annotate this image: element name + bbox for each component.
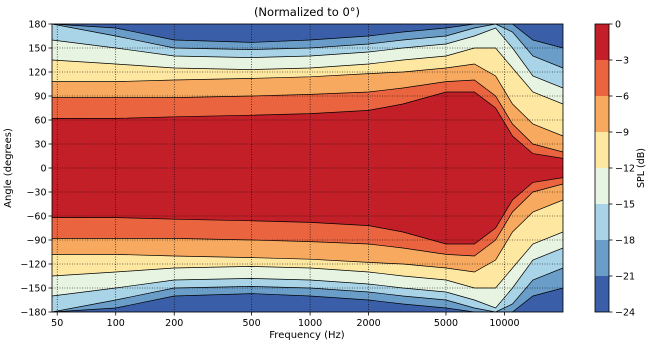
x-tick-label: 1000 [298, 318, 322, 329]
colorbar-swatch [595, 96, 609, 132]
y-tick-label: −60 [26, 211, 46, 222]
x-tick-label: 500 [243, 318, 261, 329]
contour-line--18-db [52, 267, 563, 312]
colorbar-swatch [595, 60, 609, 96]
y-tick-label: −180 [20, 307, 46, 318]
y-tick-label: −150 [20, 283, 46, 294]
colorbar-tick-label: 0 [615, 19, 621, 30]
y-tick-label: 90 [34, 91, 46, 102]
y-tick-label: 30 [34, 139, 46, 150]
contour-line--21-db [52, 287, 563, 312]
colorbar-tick-label: −12 [615, 163, 635, 174]
colorbar-swatch [595, 24, 609, 60]
colorbar-tick-label: −3 [615, 55, 629, 66]
contour-line--12-db [52, 231, 563, 289]
y-axis-ticks: −180 −150 −120 −90 −60 −30 0 30 60 90 120 150 180 [20, 19, 52, 318]
x-axis-ticks: 50 100 200 500 1000 2000 5000 10000 [51, 312, 520, 329]
colorbar-tick-label: −18 [615, 235, 635, 246]
colorbar-swatch [595, 204, 609, 240]
y-axis-label: Angle (degrees) [3, 128, 14, 208]
colorbar-swatch [595, 132, 609, 168]
colorbar-tick-label: −15 [615, 199, 635, 210]
y-tick-label: 150 [28, 43, 46, 54]
contour-line--12-db [52, 47, 563, 105]
y-tick-label: 120 [28, 67, 46, 78]
contour-line--6-db [52, 79, 563, 153]
colorbar-swatch [595, 168, 609, 204]
contour-line--6-db [52, 183, 563, 257]
y-tick-label: 0 [40, 163, 46, 174]
colorbar-tick-label: −9 [615, 127, 629, 138]
colorbar-tick-label: −21 [615, 271, 635, 282]
colorbar: −24 −21 −18 −15 −12 −9 −6 −3 0 [594, 19, 635, 318]
x-tick-label: 200 [165, 318, 183, 329]
colorbar-swatch [595, 240, 609, 276]
x-tick-label: 2000 [357, 318, 381, 329]
x-axis-label: Frequency (Hz) [269, 330, 345, 341]
x-tick-label: 5000 [434, 318, 458, 329]
x-tick-label: 50 [51, 318, 63, 329]
colorbar-label: SPL (dB) [636, 148, 647, 188]
y-tick-label: 180 [28, 19, 46, 30]
x-tick-label: 10000 [489, 318, 519, 329]
colorbar-tick-label: −24 [615, 307, 635, 318]
chart-title: (Normalized to 0°) [254, 5, 360, 19]
y-tick-label: −30 [26, 187, 46, 198]
y-tick-label: 60 [34, 115, 46, 126]
y-tick-label: −90 [26, 235, 46, 246]
y-tick-label: −120 [20, 259, 46, 270]
x-tick-label: 100 [107, 318, 125, 329]
contour-line--18-db [52, 24, 563, 69]
colorbar-tick-label: −6 [615, 91, 629, 102]
colorbar-swatch [595, 276, 609, 312]
